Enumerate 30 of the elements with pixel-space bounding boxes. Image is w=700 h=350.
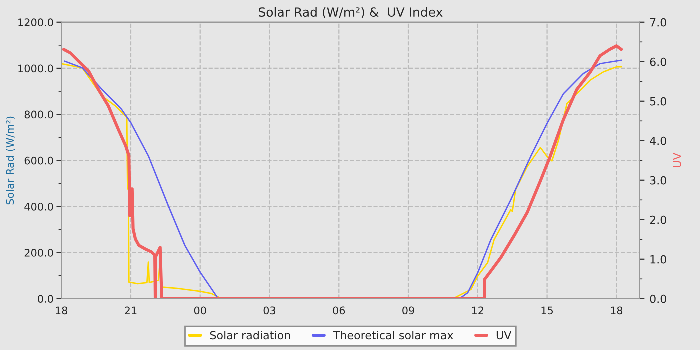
y2-tick-label: 0.0 [650,294,666,304]
x-tick-label: 18 [611,306,623,315]
y-tick-label: 400.0 [24,202,54,211]
x-tick-label: 00 [194,306,206,315]
y-tick-label: 0.0 [38,295,54,304]
y2-tick-label: 2.0 [650,216,666,224]
x-tick-label: 21 [125,306,137,314]
x-tick-label: 03 [264,306,276,315]
legend-label: Theoretical solar max [333,331,454,340]
y-tick-label: 1000.0 [18,64,54,73]
y2-axis-title: UV [673,152,682,168]
x-tick-label: 15 [542,306,554,315]
x-tick-label: 09 [402,306,414,315]
x-tick-label: 18 [56,306,68,315]
y2-tick-label: 6.0 [650,58,666,66]
y-tick-label: 200.0 [24,249,54,257]
y-axis-title: Solar Rad (W/m²) [6,116,16,205]
y-tick-label: 600.0 [24,156,54,165]
x-tick-label: 12 [472,306,484,314]
legend-label: Solar radiation [210,331,290,340]
y2-tick-label: 3.0 [650,176,666,185]
y-tick-label: 1200.0 [18,18,54,27]
y2-tick-label: 7.0 [650,18,666,27]
y2-tick-label: 5.0 [650,97,666,106]
x-tick-label: 06 [333,306,346,315]
y2-tick-label: 1.0 [650,255,666,264]
chart-title: Solar Rad (W/m²) & UV Index [258,7,443,18]
legend-label: UV [496,331,512,340]
y2-tick-label: 4.0 [650,136,666,146]
y-tick-label: 800.0 [24,110,54,119]
